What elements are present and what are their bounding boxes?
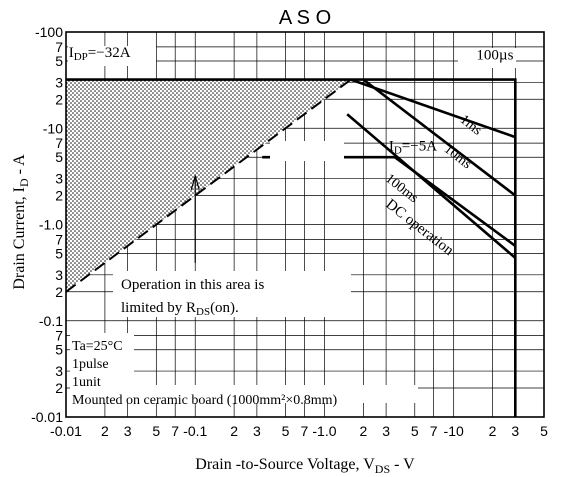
y-axis-title-main: Drain Current, I bbox=[11, 187, 28, 290]
idp-label-main: I bbox=[69, 45, 74, 61]
x-tick-label: 3 bbox=[253, 423, 261, 439]
id-label-rest: =−5A bbox=[402, 138, 437, 154]
x-axis-title-main: Drain -to-Source Voltage, V bbox=[195, 456, 375, 473]
plot-frame bbox=[65, 31, 545, 418]
dc-operation-label: DC operation bbox=[383, 196, 457, 259]
y-tick-label: 3 bbox=[55, 267, 63, 283]
idp-label-rest: =−32A bbox=[88, 45, 131, 61]
y-tick-label: 5 bbox=[55, 342, 63, 358]
annotation-line2-main: limited by R bbox=[121, 300, 196, 316]
y-tick-label: 5 bbox=[55, 53, 63, 69]
x-tick-label: 7 bbox=[430, 423, 438, 439]
t100us-label-bg bbox=[458, 48, 516, 68]
series-line bbox=[346, 113, 517, 259]
x-tick-labels: -0.01 2 3 5 7 -0.1 2 3 5 7 -1.0 2 3 5 7 -10 2 3 5 bbox=[50, 423, 548, 439]
annotation-arrowhead bbox=[190, 173, 200, 191]
annotation-line1: Operation in this area is bbox=[121, 277, 264, 293]
id-label-main: I bbox=[389, 138, 394, 154]
t100us-label: 100µs bbox=[476, 47, 513, 63]
series-line bbox=[350, 78, 516, 139]
y-tick-label: -0.1 bbox=[39, 313, 63, 329]
x-tick-label: -0.1 bbox=[183, 423, 207, 439]
y-tick-label: -10 bbox=[43, 120, 63, 136]
y-tick-label: 5 bbox=[55, 149, 63, 165]
annotation-line2-rest: (on). bbox=[210, 300, 239, 316]
chart-title: A S O bbox=[279, 7, 331, 29]
x-axis-title-sub: DS bbox=[375, 462, 390, 476]
x-tick-label: 2 bbox=[101, 423, 109, 439]
y-tick-label: 3 bbox=[55, 363, 63, 379]
y-tick-label: 7 bbox=[55, 135, 63, 151]
x-axis-title-tail: - V bbox=[390, 456, 415, 473]
conditions-block: Ta=25°C 1pulse 1unit Mounted on ceramic … bbox=[70, 333, 418, 408]
series-line bbox=[66, 78, 517, 417]
condition-pulse: 1pulse bbox=[72, 357, 109, 372]
shaded-region-fill bbox=[66, 79, 351, 292]
x-tick-label: 7 bbox=[301, 423, 309, 439]
condition-unit: 1unit bbox=[72, 375, 101, 390]
id-label-bg bbox=[270, 141, 344, 161]
t10ms-label: 10ms bbox=[441, 142, 474, 173]
y-tick-label: 5 bbox=[55, 245, 63, 261]
id-label: ID=−5A bbox=[389, 138, 437, 156]
y-axis-title-sub: D bbox=[17, 178, 31, 187]
x-tick-label: 5 bbox=[282, 423, 290, 439]
x-tick-label: 3 bbox=[124, 423, 132, 439]
y-tick-label: 3 bbox=[55, 74, 63, 90]
x-tick-label: 2 bbox=[489, 423, 497, 439]
y-axis-title: Drain Current, ID - A bbox=[11, 154, 31, 290]
y-tick-label: 2 bbox=[55, 380, 63, 396]
t1ms-label: 1ms bbox=[457, 112, 485, 138]
y-tick-label: 7 bbox=[55, 328, 63, 344]
y-tick-label: -1.0 bbox=[39, 217, 63, 233]
x-tick-label: -1.0 bbox=[312, 423, 336, 439]
x-tick-label: 2 bbox=[359, 423, 367, 439]
x-tick-label: 7 bbox=[171, 423, 179, 439]
x-tick-label: 5 bbox=[152, 423, 160, 439]
id-label-sub: D bbox=[394, 144, 402, 156]
y-tick-label: 2 bbox=[55, 284, 63, 300]
y-tick-label: -100 bbox=[35, 24, 63, 40]
y-tick-label: 7 bbox=[55, 39, 63, 55]
x-tick-label: -0.01 bbox=[50, 423, 82, 439]
annotation-bg bbox=[113, 271, 351, 317]
y-axis-title-tail: - A bbox=[11, 154, 28, 178]
x-tick-label: 5 bbox=[540, 423, 548, 439]
x-tick-label: 2 bbox=[230, 423, 238, 439]
x-tick-label: 3 bbox=[382, 423, 390, 439]
x-tick-label: -10 bbox=[444, 423, 464, 439]
x-tick-label: 3 bbox=[511, 423, 519, 439]
y-tick-label: -0.01 bbox=[31, 409, 63, 425]
idp-label: IDP=−32A bbox=[69, 45, 131, 63]
conditions-bg-1 bbox=[70, 333, 134, 385]
x-tick-label: 5 bbox=[411, 423, 419, 439]
rds-annotation: Operation in this area is limited by RDS… bbox=[113, 173, 351, 318]
condition-board: Mounted on ceramic board (1000mm²×0.8mm) bbox=[72, 393, 338, 408]
y-tick-label: 7 bbox=[55, 231, 63, 247]
shaded-region bbox=[66, 79, 351, 292]
x-axis-title: Drain -to-Source Voltage, VDS - V bbox=[195, 456, 415, 476]
y-tick-label: 3 bbox=[55, 171, 63, 187]
condition-ta: Ta=25°C bbox=[72, 339, 123, 354]
series-line bbox=[65, 78, 352, 293]
y-tick-label: 2 bbox=[55, 188, 63, 204]
y-tick-label: 2 bbox=[55, 91, 63, 107]
annotation-line2: limited by RDS(on). bbox=[121, 300, 239, 318]
annotation-line2-sub: DS bbox=[196, 306, 210, 318]
series-line bbox=[362, 78, 517, 197]
conditions-bg-2 bbox=[70, 385, 418, 403]
idp-label-bg bbox=[68, 46, 156, 66]
idp-label-sub: DP bbox=[74, 51, 88, 63]
